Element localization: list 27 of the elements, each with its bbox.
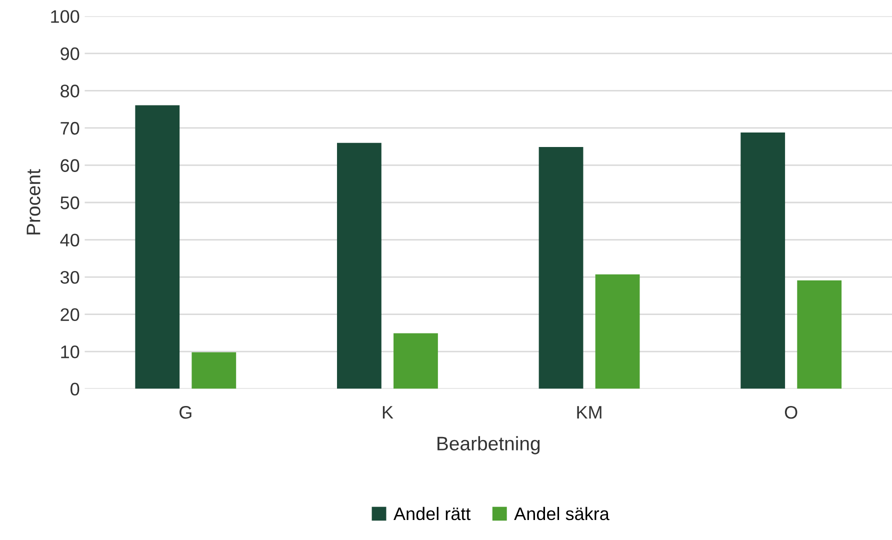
x-axis-title: Bearbetning [438, 436, 540, 454]
bar [538, 146, 584, 389]
y-tick-label: 50 [60, 196, 80, 210]
bar [337, 142, 382, 389]
y-tick-label: 10 [61, 345, 80, 358]
bar [192, 352, 236, 389]
bar [797, 280, 842, 389]
x-tick-label: KM [577, 406, 602, 419]
y-tick-label: 90 [60, 47, 80, 60]
y-tick-label: 100 [51, 10, 80, 23]
y-tick-label: 40 [60, 234, 80, 246]
y-tick-label: 60 [60, 159, 80, 172]
legend-label: Andel rätt [393, 506, 471, 520]
bar [135, 105, 180, 389]
bar [595, 274, 640, 389]
x-tick-label: G [180, 406, 192, 419]
bar [394, 333, 438, 389]
y-tick-label: 20 [60, 308, 80, 321]
y-tick-label: 80 [60, 84, 80, 98]
bar [740, 132, 786, 389]
y-axis-title: Procent [26, 169, 40, 234]
y-tick-label: 0 [70, 382, 80, 396]
x-tick-label: K [382, 406, 394, 419]
legend-label: Andel säkra [514, 506, 610, 520]
y-tick-label: 70 [60, 122, 80, 135]
x-tick-label: O [784, 406, 798, 419]
y-tick-label: 30 [60, 270, 80, 284]
